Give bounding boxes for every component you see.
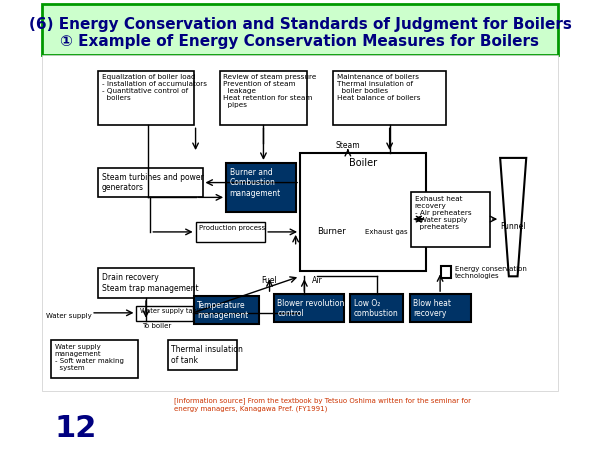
FancyBboxPatch shape [300,153,426,271]
Polygon shape [500,158,526,276]
Text: Steam: Steam [335,141,360,150]
Text: Water supply tank: Water supply tank [140,308,200,314]
FancyBboxPatch shape [136,306,193,321]
Text: [Information source] From the textbook by Tetsuo Oshima written for the seminar : [Information source] From the textbook b… [174,398,471,412]
Text: Boiler: Boiler [349,158,377,168]
FancyBboxPatch shape [350,294,403,322]
Text: Blow heat
recovery: Blow heat recovery [413,299,451,319]
Text: Equalization of boiler load
- Installation of accumulators
- Quantitative contro: Equalization of boiler load - Installati… [101,74,206,101]
FancyBboxPatch shape [333,71,446,126]
Text: 12: 12 [55,414,97,444]
Text: To boiler: To boiler [142,323,171,328]
FancyBboxPatch shape [220,71,307,126]
FancyBboxPatch shape [43,4,557,55]
Text: Water supply: Water supply [46,313,92,319]
Text: Production process: Production process [199,225,265,231]
FancyBboxPatch shape [412,193,490,247]
FancyBboxPatch shape [43,55,557,391]
FancyBboxPatch shape [410,294,470,322]
Text: Burner: Burner [317,227,346,236]
FancyBboxPatch shape [51,341,138,378]
Text: Thermal insulation
of tank: Thermal insulation of tank [171,346,243,365]
Text: Low O₂
combustion: Low O₂ combustion [354,299,399,319]
FancyBboxPatch shape [274,294,344,322]
FancyBboxPatch shape [441,266,451,278]
Text: Energy conservation
technologies: Energy conservation technologies [455,266,527,279]
FancyBboxPatch shape [98,168,203,198]
Text: Drain recovery
Steam trap management: Drain recovery Steam trap management [101,273,198,293]
Text: Steam turbines and power
generators: Steam turbines and power generators [101,173,203,192]
Text: Fuel: Fuel [262,276,277,285]
FancyBboxPatch shape [168,341,238,370]
Text: ① Example of Energy Conservation Measures for Boilers: ① Example of Energy Conservation Measure… [61,34,539,49]
Text: Temperature
management: Temperature management [197,301,248,320]
Text: Air: Air [312,276,323,285]
Text: Burner and
Combustion
management: Burner and Combustion management [230,168,281,198]
FancyBboxPatch shape [226,163,296,212]
Text: Water supply
management
- Soft water making
  system: Water supply management - Soft water mak… [55,344,124,371]
Text: Blower revolution
control: Blower revolution control [277,299,345,319]
Text: Exhaust heat
recovery
- Air preheaters
- Water supply
  preheaters: Exhaust heat recovery - Air preheaters -… [415,196,472,230]
Text: (6) Energy Conservation and Standards of Judgment for Boilers: (6) Energy Conservation and Standards of… [29,17,571,32]
FancyBboxPatch shape [196,222,265,242]
FancyBboxPatch shape [98,269,194,298]
Text: Maintenance of boilers
Thermal insulation of
  boiler bodies
Heat balance of boi: Maintenance of boilers Thermal insulatio… [337,74,420,101]
Text: Funnel: Funnel [500,222,526,231]
Text: Review of steam pressure
Prevention of steam
  leakage
Heat retention for steam
: Review of steam pressure Prevention of s… [223,74,317,108]
Text: Exhaust gas: Exhaust gas [365,229,408,235]
FancyBboxPatch shape [194,296,259,324]
FancyBboxPatch shape [98,71,194,126]
